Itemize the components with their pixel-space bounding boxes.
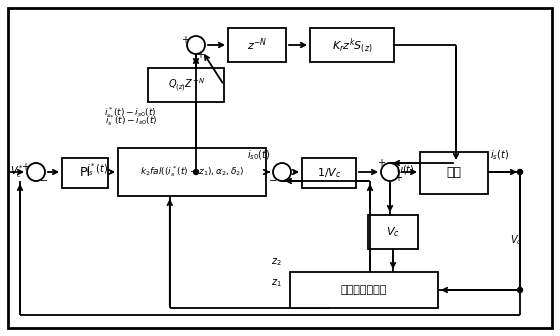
Text: $K_r z^k S_{(z)}$: $K_r z^k S_{(z)}$: [332, 36, 372, 54]
Bar: [302, 158, 356, 188]
Text: $i_s^*(t)$: $i_s^*(t)$: [86, 161, 108, 178]
Text: $i_s(t)$: $i_s(t)$: [490, 149, 509, 162]
Text: +: +: [377, 158, 385, 168]
Text: $i_s^*(t)-i_{s0}(t)$: $i_s^*(t)-i_{s0}(t)$: [104, 105, 156, 120]
Text: $i_s^*(t)-i_{s0}(t)$: $i_s^*(t)-i_{s0}(t)$: [105, 113, 157, 128]
Text: +: +: [181, 35, 189, 45]
Text: $z^{-N}$: $z^{-N}$: [247, 37, 267, 53]
Text: $k_2fal((i_s^*(t)-z_1),\alpha_2,\delta_2)$: $k_2fal((i_s^*(t)-z_1),\alpha_2,\delta_2…: [139, 165, 244, 179]
Circle shape: [517, 288, 522, 293]
Text: 系统: 系统: [446, 167, 461, 179]
Bar: [290, 272, 438, 308]
Text: $-$: $-$: [268, 174, 278, 184]
Circle shape: [273, 163, 291, 181]
Text: +: +: [196, 50, 204, 60]
Circle shape: [381, 163, 399, 181]
Text: $V_c$: $V_c$: [510, 233, 522, 247]
Text: 扩展状态观测器: 扩展状态观测器: [341, 285, 387, 295]
Text: $u(t)$: $u(t)$: [396, 163, 415, 176]
Bar: [62, 158, 108, 188]
Text: $V_c$: $V_c$: [386, 225, 400, 239]
Bar: [420, 152, 488, 194]
Bar: [368, 215, 418, 249]
Bar: [310, 28, 394, 62]
Text: +: +: [21, 162, 29, 172]
Circle shape: [194, 169, 198, 174]
Text: +: +: [394, 173, 402, 183]
Circle shape: [187, 36, 205, 54]
Bar: [148, 68, 224, 102]
Text: $-$: $-$: [39, 174, 49, 184]
Text: $z_1$: $z_1$: [271, 277, 282, 289]
Text: $V_c^*$: $V_c^*$: [10, 163, 24, 180]
Text: PI: PI: [80, 167, 91, 179]
Bar: [118, 148, 266, 196]
Text: $i_{s0}(t)$: $i_{s0}(t)$: [246, 149, 270, 162]
Circle shape: [517, 169, 522, 174]
Text: $1/V_c$: $1/V_c$: [317, 166, 341, 180]
Circle shape: [27, 163, 45, 181]
Text: $Q_{(z)}Z^{-N}$: $Q_{(z)}Z^{-N}$: [167, 76, 204, 94]
Text: $z_2$: $z_2$: [271, 256, 282, 268]
Bar: [228, 28, 286, 62]
